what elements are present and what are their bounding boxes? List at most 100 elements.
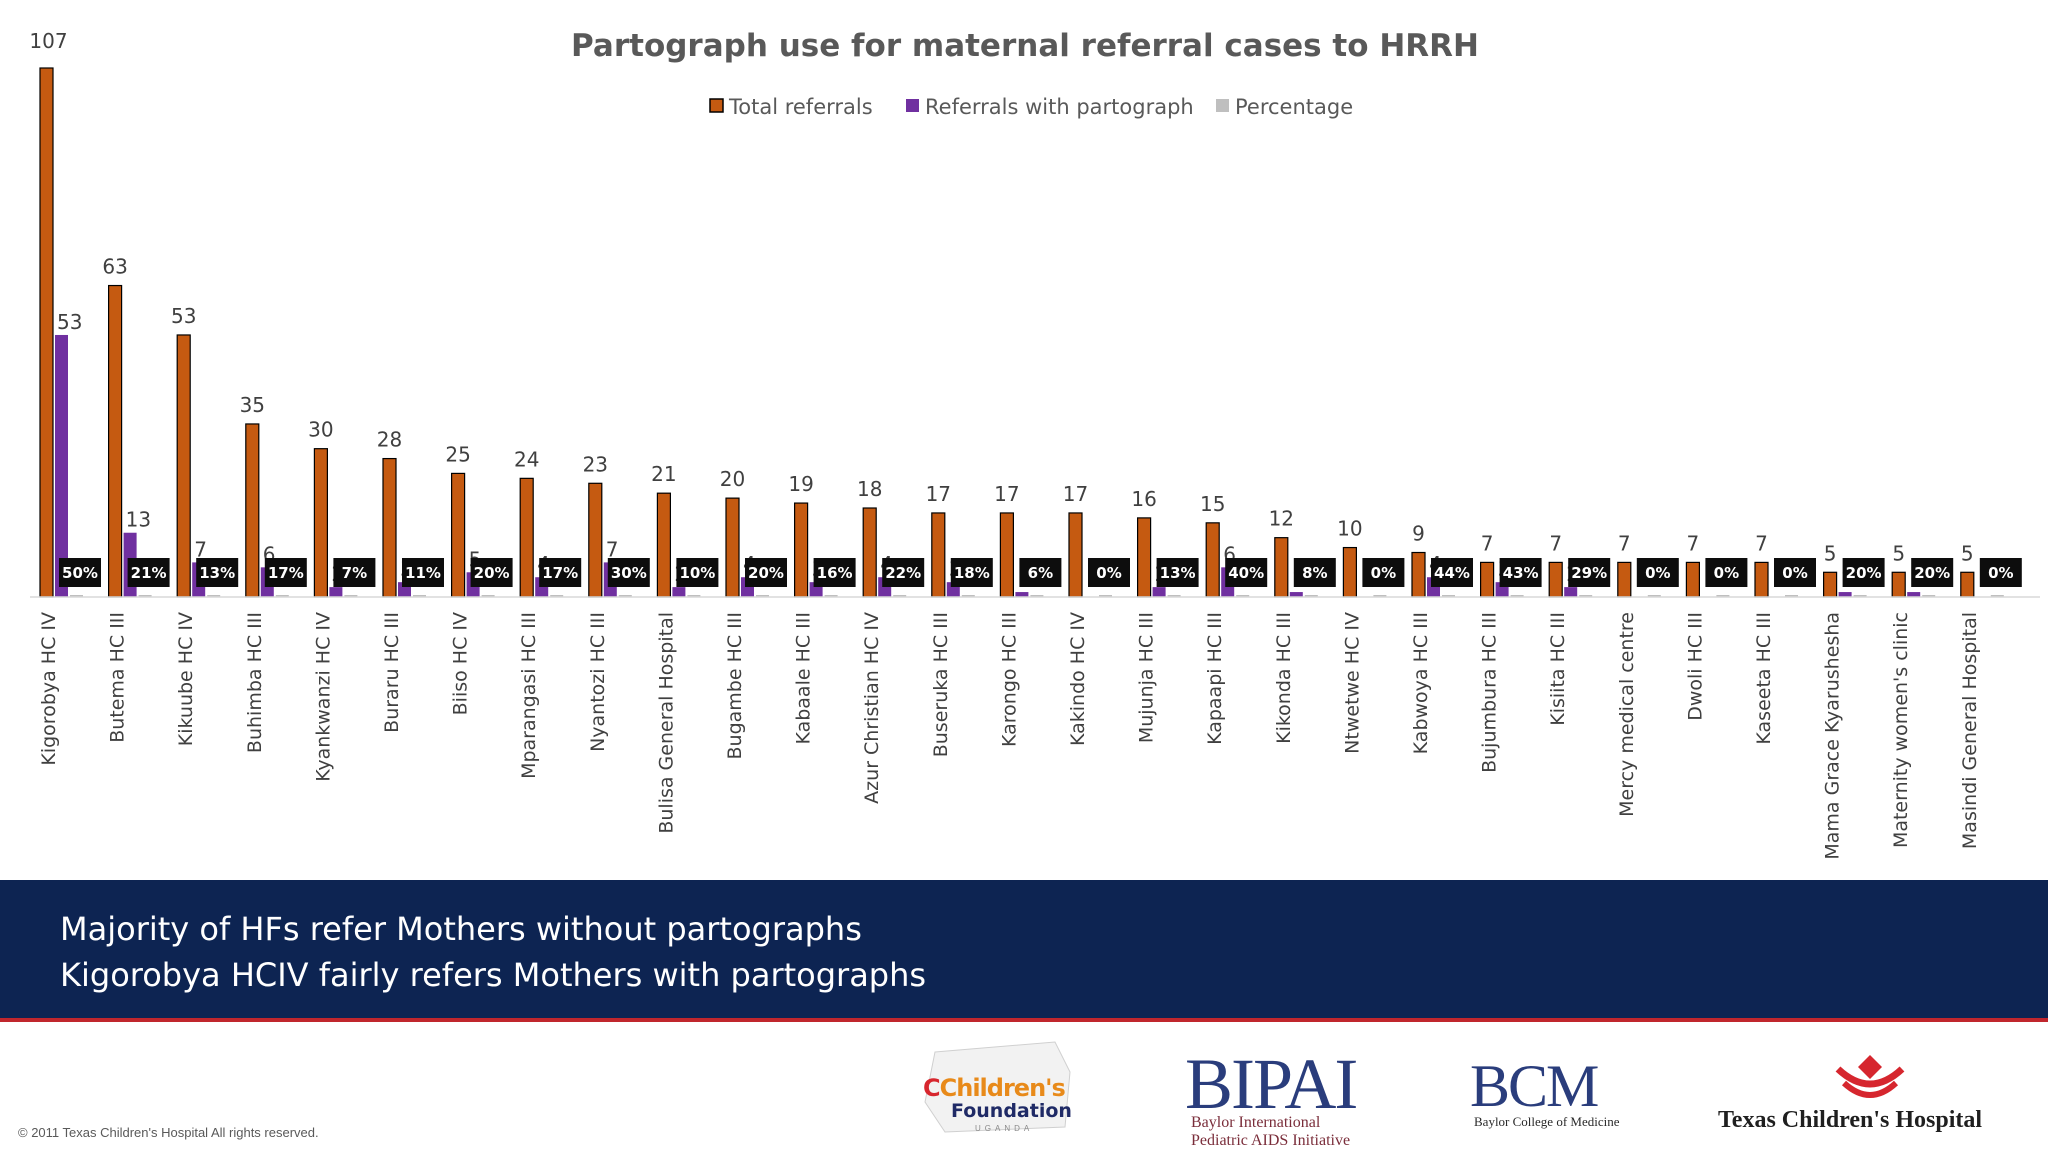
bar-percentage <box>1442 595 1455 597</box>
category-label: Bujumbura HC III <box>1479 612 1501 773</box>
percentage-label-box <box>196 558 239 587</box>
bar-referrals-with-partograph <box>329 587 343 597</box>
bar-total-referrals <box>656 492 672 598</box>
bar-percentage <box>1853 595 1867 597</box>
percentage-label-box <box>264 558 307 587</box>
footer: © 2011 Texas Children's Hospital All rig… <box>0 1026 2048 1152</box>
percentage-label-box <box>539 558 582 587</box>
category-labels: Kigorobya HC IV Butema HC III Kikuube HC I… <box>38 612 1981 860</box>
category-label: Kapaapi HC III <box>1204 612 1226 745</box>
label-percentage: 0% <box>1371 564 1396 582</box>
bar-referrals-with-partograph <box>55 334 68 597</box>
bar-percentage <box>1167 595 1181 597</box>
bar-percentage <box>207 595 221 597</box>
label-referrals-with-partograph: 7 <box>194 537 207 561</box>
bar-total-referrals <box>725 497 740 598</box>
percentage-label-box <box>676 558 719 587</box>
percentage-label-box <box>607 558 650 587</box>
bar-percentage <box>824 595 838 597</box>
label-percentage: 7% <box>342 564 367 582</box>
bar-total-referrals <box>176 334 191 598</box>
bar-percentage <box>1304 595 1318 597</box>
legend-label-3: Percentage <box>1235 95 1353 119</box>
label-total-referrals: 18 <box>857 477 882 501</box>
label-total-referrals: 17 <box>926 482 951 506</box>
bar-total-referrals <box>1205 522 1220 598</box>
percentage-label-box <box>59 558 101 587</box>
label-total-referrals: 23 <box>583 452 608 476</box>
category-label: Bulisa General Hospital <box>655 612 677 834</box>
chart-area: Partograph use for maternal referral cas… <box>0 28 2048 881</box>
bar-referrals-with-partograph <box>1907 592 1921 597</box>
bar-percentage <box>138 595 152 597</box>
label-percentage: 40% <box>1228 564 1264 582</box>
label-total-referrals: 30 <box>308 418 333 442</box>
label-total-referrals: 17 <box>994 482 1019 506</box>
bipai-tagline-2: Pediatric AIDS Initiative <box>1191 1132 1351 1149</box>
percentage-label-box <box>1362 558 1405 587</box>
label-referrals-with-partograph: 13 <box>126 508 151 532</box>
bar-total-referrals <box>1685 561 1701 598</box>
bcm-logo: BCM Baylor College of Medicine <box>1470 1056 1660 1136</box>
label-percentage: 20% <box>474 564 510 582</box>
banner-line-1: Majority of HFs refer Mothers without pa… <box>60 910 862 948</box>
bar-total-referrals <box>862 507 877 598</box>
bar-percentage <box>618 595 632 597</box>
bar-percentage <box>344 595 358 597</box>
bar-percentage <box>1099 595 1112 597</box>
label-total-referrals: 17 <box>1063 482 1088 506</box>
legend-swatch-3 <box>1216 99 1229 112</box>
chart-title: Partograph use for maternal referral cas… <box>571 28 1479 64</box>
label-total-referrals: 28 <box>377 428 402 452</box>
legend-label-2: Referrals with partograph <box>925 95 1194 119</box>
label-total-referrals: 16 <box>1131 487 1156 511</box>
label-percentage: 20% <box>1914 564 1950 582</box>
bar-total-referrals <box>1822 571 1838 598</box>
label-percentage: 0% <box>1782 564 1807 582</box>
label-percentage: 16% <box>817 564 853 582</box>
percentage-label-box <box>333 558 376 587</box>
percentage-label-box <box>1842 558 1885 587</box>
label-total-referrals: 7 <box>1687 531 1700 555</box>
label-percentage: 13% <box>199 564 235 582</box>
label-total-referrals: 10 <box>1337 517 1362 541</box>
label-total-referrals: 107 <box>29 29 67 53</box>
label-total-referrals: 63 <box>102 255 127 279</box>
label-referrals-with-partograph: 7 <box>606 537 619 561</box>
category-label: Biiso HC IV <box>450 612 472 715</box>
bar-referrals-with-partograph <box>1289 592 1303 597</box>
key-message-banner: Majority of HFs refer Mothers without pa… <box>0 880 2048 1022</box>
bar-percentage <box>1922 595 1936 597</box>
percentage-label-box <box>1705 558 1748 587</box>
bar-total-referrals <box>1068 512 1083 598</box>
percentage-label-box <box>1911 558 1954 587</box>
category-label: Butema HC III <box>107 612 129 743</box>
bar-percentage <box>1373 595 1387 597</box>
bar-total-referrals <box>107 284 123 598</box>
category-label: Kigorobya HC IV <box>38 612 60 766</box>
tch-heart-icon <box>1835 1055 1905 1098</box>
category-label: Kaseeta HC III <box>1753 612 1775 745</box>
banner-line-2: Kigorobya HCIV fairly refers Mothers wit… <box>60 956 927 994</box>
label-percentage: 0% <box>1714 564 1739 582</box>
bar-referrals-with-partograph <box>672 587 686 597</box>
bars-group: 1075350%631321%53713%35617%3027%28311%25… <box>29 29 2022 598</box>
label-total-referrals: 9 <box>1412 522 1425 546</box>
percentage-label-box <box>1088 558 1130 587</box>
bar-total-referrals <box>1274 537 1289 598</box>
category-label: Mparangasi HC III <box>518 612 540 779</box>
bar-percentage <box>1716 595 1730 597</box>
percentage-label-box <box>1019 558 1062 587</box>
bar-percentage <box>275 595 289 597</box>
bar-total-referrals <box>1479 561 1495 598</box>
category-label: Azur Christian HC IV <box>861 612 883 804</box>
bar-chart: Partograph use for maternal referral cas… <box>29 28 2040 860</box>
label-total-referrals: 25 <box>445 442 470 466</box>
bar-total-referrals <box>1411 551 1426 598</box>
label-total-referrals: 15 <box>1200 492 1225 516</box>
percentage-label-box <box>1499 558 1542 587</box>
bipai-logo: BIPAI Baylor International Pediatric AID… <box>1185 1048 1415 1149</box>
bar-total-referrals <box>1548 561 1563 598</box>
percentage-label-box <box>1636 558 1679 587</box>
legend-label-1: Total referrals <box>728 95 873 119</box>
